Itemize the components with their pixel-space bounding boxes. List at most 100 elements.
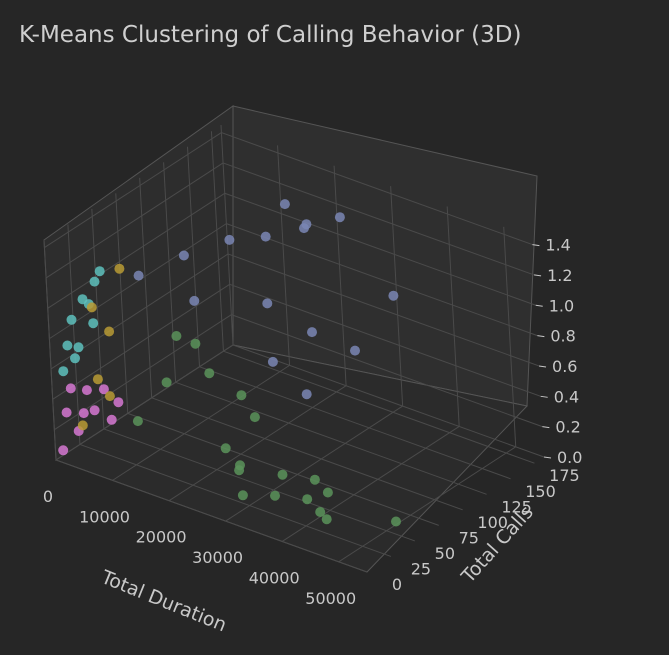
z-grid-line (226, 223, 538, 337)
y-grid-line (163, 162, 177, 383)
x-grid-line (225, 405, 403, 522)
data-point (98, 384, 109, 395)
z-tick-mark (533, 274, 542, 277)
grid-lines (43, 124, 545, 573)
data-point (260, 231, 271, 242)
data-point (58, 366, 69, 377)
data-point (220, 443, 231, 454)
data-point (277, 469, 288, 480)
z-grid-line (52, 283, 230, 400)
data-point (113, 397, 124, 408)
data-point (61, 407, 72, 418)
data-point (89, 405, 100, 416)
y-tick-label: 125 (501, 497, 532, 516)
z-tick-mark (538, 365, 547, 368)
z-grid-line (222, 162, 535, 276)
data-point (73, 342, 84, 353)
y-grid-line (210, 131, 224, 352)
data-point (89, 276, 100, 287)
data-point (106, 414, 117, 425)
data-point (65, 383, 76, 394)
data-point (88, 318, 99, 329)
x-tick-label: 40000 (249, 568, 300, 587)
z-tick-mark (535, 304, 543, 307)
x-grid-line (338, 446, 516, 563)
y-grid-line (103, 428, 416, 542)
data-point (249, 412, 260, 423)
z-tick-mark (540, 395, 548, 398)
z-tick-mark (542, 426, 550, 429)
y-tick-label: 150 (525, 482, 556, 501)
data-point (132, 416, 143, 427)
data-point (104, 391, 115, 402)
x-tick-label: 30000 (192, 548, 243, 567)
z-tick-label: 0.0 (557, 448, 582, 467)
data-point (190, 338, 201, 349)
data-point (114, 263, 125, 274)
data-point (267, 356, 278, 367)
z-tick-label: 0.6 (552, 357, 577, 376)
y-grid-line (43, 239, 57, 461)
data-point (322, 487, 333, 498)
x-grid-line (333, 165, 347, 386)
data-point (236, 390, 247, 401)
z-tick-label: 1.4 (545, 236, 570, 255)
data-point (204, 368, 215, 379)
y-grid-line (223, 350, 535, 464)
x-grid-line (277, 145, 291, 366)
chart-title: K-Means Clustering of Calling Behavior (… (19, 22, 522, 48)
y-grid-line (67, 224, 81, 445)
x-grid-line (112, 364, 290, 481)
y-grid-line (55, 459, 368, 573)
z-tick-label: 1.0 (549, 296, 574, 315)
data-point (86, 302, 97, 313)
z-tick-label: 0.4 (554, 387, 579, 406)
data-point (104, 326, 115, 337)
x-grid-line (503, 226, 517, 447)
data-point (178, 250, 189, 261)
data-point (388, 290, 399, 301)
data-point (78, 408, 89, 419)
y-grid-line (175, 381, 487, 495)
data-point (299, 223, 309, 234)
x-tick-label: 0 (43, 487, 53, 506)
y-tick-label: 0 (392, 575, 402, 594)
z-tick-mark (532, 244, 540, 247)
z-grid-line (227, 253, 540, 367)
y-grid-line (151, 397, 463, 511)
data-point (77, 420, 88, 431)
y-grid-line (79, 443, 392, 557)
data-point (235, 460, 245, 471)
data-point (350, 345, 360, 356)
z-tick-mark (537, 335, 545, 338)
data-point (262, 298, 273, 309)
x-grid-line (446, 206, 460, 427)
y-tick-label: 100 (477, 513, 508, 532)
data-point (334, 212, 345, 223)
x-grid-line (281, 426, 460, 542)
z-grid-line (232, 344, 545, 458)
z-grid-line (231, 314, 543, 428)
x-tick-label: 50000 (305, 589, 356, 608)
x-grid-line (168, 385, 347, 502)
data-point (315, 507, 326, 517)
data-point (66, 314, 77, 325)
z-grid-line (47, 192, 225, 309)
data-point (133, 270, 144, 281)
z-tick-label: 0.8 (550, 327, 575, 346)
z-grid-line (44, 132, 222, 249)
data-point (309, 474, 320, 485)
data-point (270, 490, 280, 501)
y-tick-label: 50 (435, 544, 455, 563)
y-grid-line (187, 146, 201, 367)
z-grid-line (55, 344, 234, 461)
z-tick-label: 1.2 (547, 266, 572, 285)
tick-labels: 0100002000030000400005000002550751001251… (43, 236, 583, 608)
x-tick-label: 20000 (136, 528, 187, 547)
data-point (92, 374, 103, 385)
data-point (161, 377, 172, 388)
x-grid-line (220, 124, 234, 346)
y-tick-label: 175 (549, 466, 580, 485)
